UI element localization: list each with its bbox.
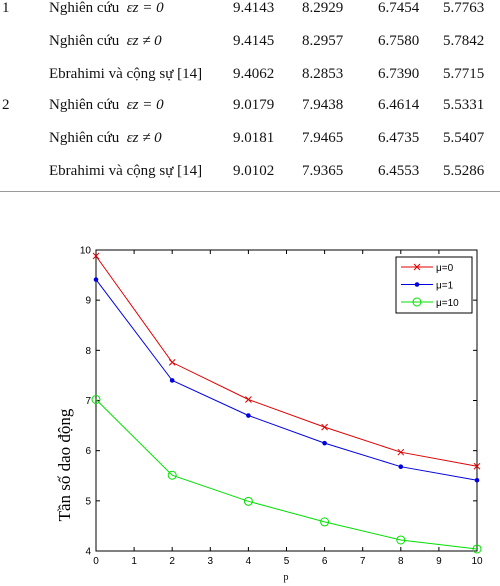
point-marker [413,263,421,271]
value-cell: 9.0179 [233,97,275,113]
value-cell: 7.9365 [302,163,344,179]
point-marker [397,448,405,456]
table-row: Nghiên cứu εz ≠ 0 9.0181 7.9465 6.4735 5… [0,130,500,152]
value-cell: 5.5407 [443,130,485,146]
point-marker [169,378,175,383]
legend-label: μ=1 [436,281,454,292]
frequency-chart: 0 1 2 3 4 5 6 7 8 9 10 4 5 6 7 8 9 10 μ=0 μ=1 μ=10 p Tần số… [55,246,483,584]
point-marker [320,517,330,527]
series-line [95,399,478,550]
value-cell: 5.7763 [443,0,485,16]
value-cell: 7.9465 [302,130,344,146]
y-tick-label: 6 [85,446,91,457]
point-marker [321,423,328,431]
value-cell: 6.4614 [378,97,420,113]
value-cell: 9.0102 [233,163,275,179]
condition-label: εz ≠ 0 [126,130,162,146]
method-label: Nghiên cứu εz = 0 [49,0,164,16]
value-cell: 7.9438 [302,97,344,113]
point-marker [243,496,253,506]
point-marker [398,464,404,470]
point-marker [412,297,422,307]
value-cell: 9.4145 [233,33,275,49]
value-cell: 6.7454 [378,0,420,16]
x-tick-label: 8 [398,556,404,567]
value-cell: 8.2853 [302,66,344,82]
value-cell: 6.7580 [378,33,420,49]
value-cell: 5.5286 [443,163,485,179]
x-tick-label: 2 [169,556,175,567]
y-tick-label: 4 [85,547,91,558]
point-marker [167,470,177,480]
point-marker [472,544,482,554]
value-cell: 8.2957 [302,33,344,49]
x-tick-label: 1 [131,556,137,567]
method-label: Nghiên cứu εz ≠ 0 [49,33,162,49]
series-line [95,279,478,481]
y-axis-label: Tần số dao động [55,408,74,521]
value-cell: 8.2929 [302,0,344,16]
value-cell: 5.5331 [443,97,485,113]
y-tick-label: 9 [85,296,91,307]
x-axis-label: p [284,572,289,583]
series-0 [92,252,481,470]
condition-label: εz = 0 [126,97,164,113]
method-label: Nghiên cứu εz = 0 [49,97,164,113]
series-1 [93,277,480,483]
table-row: 2 Nghiên cứu εz = 0 9.0179 7.9438 6.4614… [0,97,500,119]
x-tick-label: 7 [360,556,366,567]
table-bottom-rule [0,191,500,192]
value-cell: 5.7715 [443,66,485,82]
series-line [95,255,478,467]
value-cell: 5.7842 [443,33,485,49]
value-cell: 6.7390 [378,66,420,82]
value-cell: 9.4143 [233,0,275,16]
value-cell: 6.4735 [378,130,420,146]
x-tick-label: 0 [93,556,99,567]
table-row: Ebrahimi và cộng sự [14] 9.4062 8.2853 6… [0,66,500,88]
x-tick-label: 4 [246,556,252,567]
point-marker [92,252,100,260]
series-layer [91,252,482,554]
condition-label: εz = 0 [126,0,164,16]
series-10 [91,394,482,554]
table-row: 1 Nghiên cứu εz = 0 9.4143 8.2929 6.7454… [0,0,500,22]
point-marker [245,396,252,403]
table-row: Nghiên cứu εz ≠ 0 9.4145 8.2957 6.7580 5… [0,33,500,55]
value-cell: 9.4062 [233,66,275,82]
x-tick-label: 3 [208,556,214,567]
point-marker [396,535,406,545]
point-marker [473,462,481,470]
point-marker [91,394,101,404]
method-label: Ebrahimi và cộng sự [14] [49,163,203,179]
point-marker [168,359,176,366]
legend-label: μ=10 [436,298,459,309]
point-marker [322,440,327,446]
point-marker [414,282,420,287]
x-tick-label: 5 [284,556,290,567]
point-marker [246,413,251,418]
legend-label: μ=0 [436,263,454,274]
x-tick-label: 9 [436,556,442,567]
table-row: Ebrahimi và cộng sự [14] 9.0102 7.9365 6… [0,163,500,185]
value-cell: 6.4553 [378,163,420,179]
point-marker [474,477,480,483]
case-number: 2 [2,97,10,113]
point-marker [93,277,99,282]
condition-label: εz ≠ 0 [126,33,162,49]
y-tick-label: 10 [80,246,92,257]
method-label: Ebrahimi và cộng sự [14] [49,66,203,82]
y-tick-label: 8 [85,346,91,357]
x-tick-label: 6 [322,556,328,567]
case-number: 1 [2,0,10,16]
legend: μ=0 μ=1 μ=10 [395,256,473,314]
x-tick-label: 10 [471,556,483,567]
value-cell: 9.0181 [233,130,275,146]
y-tick-label: 7 [85,396,91,407]
y-tick-label: 5 [85,496,91,507]
axis-ticks: 0 1 2 3 4 5 6 7 8 9 10 4 5 6 7 8 9 10 [80,246,483,568]
method-label: Nghiên cứu εz ≠ 0 [49,130,162,146]
